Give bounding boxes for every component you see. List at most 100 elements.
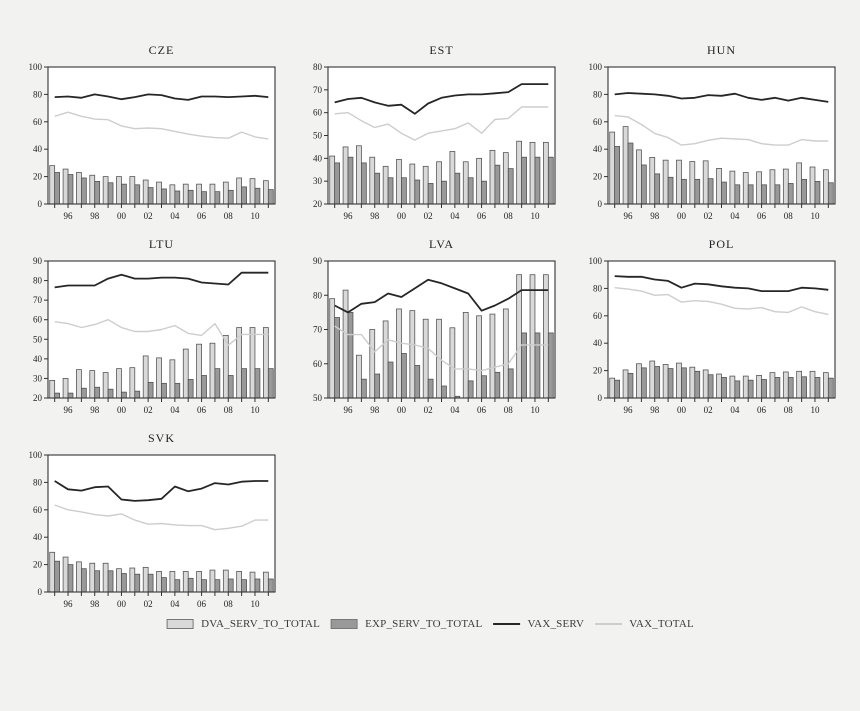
bar — [241, 186, 247, 205]
bar — [174, 190, 181, 205]
plot-frame — [327, 260, 556, 399]
y-axis-tick-label: 40 — [593, 144, 603, 154]
bar — [521, 156, 527, 205]
chart-panel-ltu: LTU 20 30 40 50 60 70 80 90 96 98 00 02 04 06 08 10 — [15, 234, 285, 426]
x-axis-tick-label: 98 — [650, 405, 660, 415]
bar — [116, 568, 122, 593]
bar — [529, 274, 536, 399]
bar — [249, 571, 256, 593]
bar — [169, 571, 176, 593]
bar — [689, 161, 696, 205]
bar — [796, 162, 802, 205]
y-axis-tick-label: 80 — [313, 62, 323, 72]
bar — [521, 332, 527, 399]
y-axis-tick-label: 100 — [29, 62, 43, 72]
bar — [67, 174, 74, 205]
bar — [89, 370, 96, 399]
bar — [667, 368, 674, 399]
y-axis-tick-label: 100 — [589, 62, 603, 72]
bar — [494, 371, 501, 399]
chart-svg-cze: CZE 0 20 40 60 80 100 96 98 00 02 04 06 08 10 — [29, 43, 276, 221]
legend-label: VAX_SERV — [527, 618, 585, 630]
vax-serv-line — [54, 93, 269, 101]
x-axis-tick-label: 96 — [344, 211, 354, 221]
bar — [263, 571, 269, 593]
bar — [409, 310, 416, 399]
bar — [254, 187, 261, 205]
legend-item-exp-serv-to-total: EXP_SERV_TO_TOTAL — [330, 618, 482, 630]
bar — [116, 368, 122, 399]
bar — [649, 360, 656, 399]
y-axis-tick-label: 20 — [593, 366, 603, 376]
y-axis-tick-label: 80 — [33, 276, 43, 286]
bar — [227, 578, 234, 593]
bar — [769, 372, 776, 399]
bar — [361, 378, 367, 399]
bar — [121, 391, 127, 399]
y-axis-tick-label: 50 — [313, 393, 323, 403]
bar — [54, 392, 60, 399]
x-axis-tick-label: 08 — [784, 405, 794, 415]
plot-frame — [607, 260, 836, 399]
chart-svg-svk: SVK 0 20 40 60 80 100 96 98 00 02 04 06 08 10 — [29, 431, 276, 609]
y-axis-tick-label: 80 — [593, 89, 603, 99]
bar — [382, 320, 389, 399]
bar — [147, 187, 154, 205]
plot-frame — [47, 260, 276, 399]
bar — [543, 274, 549, 399]
bar — [329, 298, 336, 399]
vax-total-line — [54, 504, 269, 531]
bar — [441, 385, 447, 399]
bar — [102, 372, 109, 399]
x-axis-tick-label: 10 — [530, 405, 540, 415]
bar — [756, 375, 762, 399]
vax-serv-line — [54, 480, 269, 502]
bar — [401, 353, 407, 399]
vax-total-line — [334, 325, 549, 372]
bar — [796, 370, 802, 399]
bar — [782, 371, 789, 399]
y-axis-tick-label: 40 — [313, 153, 323, 163]
y-axis-tick-label: 20 — [33, 393, 43, 403]
bar — [676, 362, 682, 399]
bar — [142, 566, 149, 593]
y-axis-tick-label: 60 — [33, 315, 43, 325]
bar — [169, 359, 176, 399]
bar — [214, 368, 221, 399]
bar — [62, 556, 69, 593]
bar — [481, 180, 487, 205]
x-axis-tick-label: 06 — [757, 405, 767, 415]
y-axis-tick-label: 80 — [593, 283, 603, 293]
x-axis-tick-label: 06 — [477, 405, 487, 415]
bar — [214, 579, 221, 593]
x-axis-tick-label: 02 — [424, 405, 433, 415]
bar — [449, 151, 456, 205]
y-axis-tick-label: 30 — [33, 373, 43, 383]
plot-frame — [47, 454, 276, 593]
bar — [636, 363, 642, 399]
vax-total-line — [614, 287, 829, 316]
bar — [156, 357, 162, 399]
x-axis-tick-label: 96 — [64, 599, 74, 609]
y-axis: 20 30 40 50 60 70 80 90 — [33, 256, 48, 403]
x-axis-tick-label: 10 — [810, 405, 820, 415]
exp-serv-bars — [54, 172, 274, 205]
x-axis-tick-label: 00 — [397, 405, 407, 415]
bar — [369, 156, 376, 205]
panel-title: POL — [709, 237, 735, 251]
bar — [102, 562, 109, 593]
x-axis: 96 98 00 02 04 06 08 10 — [334, 204, 549, 221]
y-axis-tick-label: 70 — [313, 85, 323, 95]
x-axis-tick-label: 04 — [450, 405, 460, 415]
bar — [369, 329, 376, 399]
bar — [814, 377, 821, 399]
y-axis: 20 30 40 50 60 70 80 — [313, 62, 328, 209]
bar — [707, 178, 714, 205]
plot-frame — [47, 66, 276, 205]
bar — [734, 184, 741, 205]
x-axis-tick-label: 06 — [757, 211, 767, 221]
bar — [489, 149, 496, 205]
bar — [809, 166, 816, 205]
bar — [62, 168, 69, 205]
